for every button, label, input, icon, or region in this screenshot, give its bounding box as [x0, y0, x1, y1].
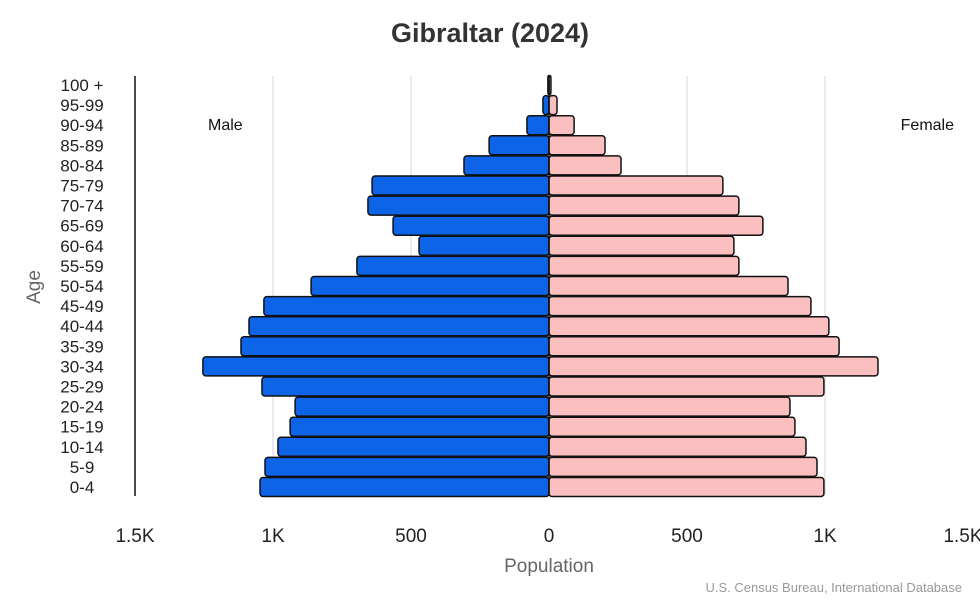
age-label: 35-39 — [60, 337, 103, 356]
bar-female-95-99 — [548, 94, 558, 116]
age-label: 80-84 — [60, 156, 103, 175]
x-tick-labels: 1.5K 1K 500 0 500 1K 1.5K — [115, 526, 980, 547]
bar-female-60-64 — [548, 235, 735, 257]
x-tick-label: 500 — [671, 526, 703, 547]
bar-male-10-14 — [277, 436, 550, 458]
bar-male-15-19 — [289, 416, 550, 437]
bar-male-30-34 — [202, 356, 550, 377]
bar-female-25-29 — [548, 376, 825, 397]
bar-female-55-59 — [548, 255, 740, 277]
x-tick-label: 1.5K — [943, 526, 980, 547]
age-label: 50-54 — [60, 277, 103, 296]
bar-female-70-74 — [548, 195, 740, 216]
bar-female-5-9 — [548, 456, 818, 478]
bar-female-85-89 — [548, 135, 606, 156]
bar-female-65-69 — [548, 215, 764, 236]
bar-male-95-99 — [542, 94, 550, 116]
age-label: 65-69 — [60, 217, 103, 236]
age-label: 100 + — [60, 76, 103, 95]
age-label: 95-99 — [60, 96, 103, 115]
x-tick-label: 1.5K — [115, 526, 154, 547]
x-tick-label: 500 — [395, 526, 427, 547]
age-label: 20-24 — [60, 398, 103, 417]
chart-title: Gibraltar (2024) — [391, 18, 589, 48]
bar-male-5-9 — [264, 456, 550, 478]
age-label: 40-44 — [60, 317, 103, 336]
age-label: 75-79 — [60, 177, 103, 196]
x-tick-label: 0 — [544, 526, 555, 547]
age-label: 55-59 — [60, 257, 103, 276]
bar-female-15-19 — [548, 416, 796, 437]
bar-female-0-4 — [548, 476, 825, 498]
age-label: 70-74 — [60, 197, 103, 216]
bar-male-80-84 — [463, 155, 550, 176]
bar-female-10-14 — [548, 436, 807, 458]
bar-male-75-79 — [371, 175, 550, 196]
bar-female-35-39 — [548, 336, 840, 357]
age-label: 10-14 — [60, 438, 103, 457]
y-axis-title: Age — [24, 270, 45, 304]
age-label: 15-19 — [60, 418, 103, 437]
bar-female-30-34 — [548, 356, 879, 377]
bar-female-20-24 — [548, 396, 791, 417]
source-credit: U.S. Census Bureau, International Databa… — [705, 580, 962, 595]
bar-female-75-79 — [548, 175, 724, 196]
age-label: 25-29 — [60, 378, 103, 397]
bar-male-90-94 — [526, 114, 550, 136]
bars — [202, 74, 879, 498]
bar-female-40-44 — [548, 315, 830, 337]
bar-male-65-69 — [392, 215, 550, 236]
bar-male-35-39 — [240, 336, 550, 357]
bar-male-20-24 — [294, 396, 550, 417]
legend-female: Female — [901, 117, 954, 134]
bar-female-80-84 — [548, 155, 622, 176]
age-label: 5-9 — [70, 458, 95, 477]
age-label: 0-4 — [70, 478, 95, 497]
legend-male: Male — [208, 117, 243, 134]
bar-male-60-64 — [418, 235, 550, 257]
bar-male-55-59 — [356, 255, 550, 277]
bar-male-0-4 — [259, 476, 550, 498]
bar-female-45-49 — [548, 295, 812, 317]
bar-male-50-54 — [310, 275, 550, 297]
bar-male-25-29 — [261, 376, 550, 397]
x-tick-label: 1K — [261, 526, 285, 547]
age-label: 85-89 — [60, 136, 103, 155]
bar-female-50-54 — [548, 275, 789, 297]
bar-male-70-74 — [367, 195, 550, 216]
x-tick-label: 1K — [813, 526, 837, 547]
age-label: 45-49 — [60, 297, 103, 316]
age-label: 90-94 — [60, 116, 103, 135]
bar-male-45-49 — [263, 295, 550, 317]
bar-male-40-44 — [248, 315, 550, 337]
bar-female-90-94 — [548, 114, 575, 136]
bar-male-85-89 — [488, 135, 550, 156]
age-label: 60-64 — [60, 237, 103, 256]
x-axis-title: Population — [504, 556, 594, 577]
age-label: 30-34 — [60, 357, 103, 376]
